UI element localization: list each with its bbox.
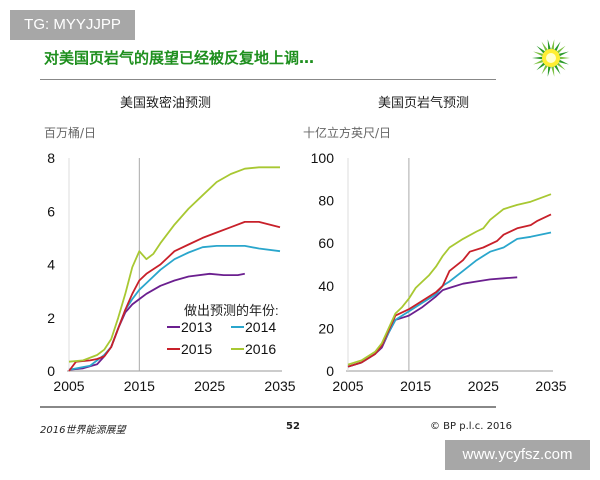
watermark-top: TG: MYYJJPP [10,10,135,40]
y-tick-label: 100 [311,150,335,166]
y-tick-label: 6 [47,203,55,219]
x-tick-label: 2005 [53,378,84,394]
x-tick-label: 2015 [400,378,431,394]
slide-title: 对美国页岩气的展望已经被反复地上调… [44,49,315,67]
y-tick-label: 8 [47,150,55,166]
y-axis-label-oil: 百万桶/日 [44,126,97,140]
series-line-2016 [68,166,280,363]
series-line-2013 [68,272,245,371]
y-tick-label: 4 [47,257,55,273]
x-tick-label: 2035 [535,378,566,394]
x-tick-label: 2005 [332,378,363,394]
series-line-2013 [347,276,518,368]
series-line-2015 [68,221,281,372]
watermark-bottom: www.ycyfsz.com [445,440,590,470]
series-line-2015 [347,213,552,368]
y-tick-label: 2 [47,310,55,326]
legend-label-2013: 2013 [181,319,212,335]
legend-label-2015: 2015 [181,341,212,357]
y-tick-label: 60 [318,235,334,251]
chart-title-oil: 美国致密油预测 [120,96,212,111]
x-tick-label: 2035 [264,378,295,394]
x-tick-label: 2025 [468,378,499,394]
y-tick-label: 0 [47,363,55,379]
x-tick-label: 2025 [194,378,225,394]
chart-title-gas: 美国页岩气预测 [378,96,470,111]
series-line-2016 [347,193,552,366]
y-axis-label-gas: 十亿立方英尺/日 [303,126,392,140]
y-tick-label: 20 [318,320,334,336]
bp-logo-icon [532,39,570,77]
footer-divider [40,406,496,408]
footer-publication: 2016世界能源展望 [40,425,126,436]
y-tick-label: 0 [326,363,334,379]
y-tick-label: 40 [318,278,334,294]
copyright: © BP p.l.c. 2016 [430,421,513,432]
page-number: 52 [286,421,300,432]
legend-label-2016: 2016 [245,341,276,357]
divider [40,79,496,80]
legend-title: 做出预测的年份: [184,303,279,318]
x-tick-label: 2015 [124,378,155,394]
y-tick-label: 80 [318,193,334,209]
legend-label-2014: 2014 [245,319,276,335]
